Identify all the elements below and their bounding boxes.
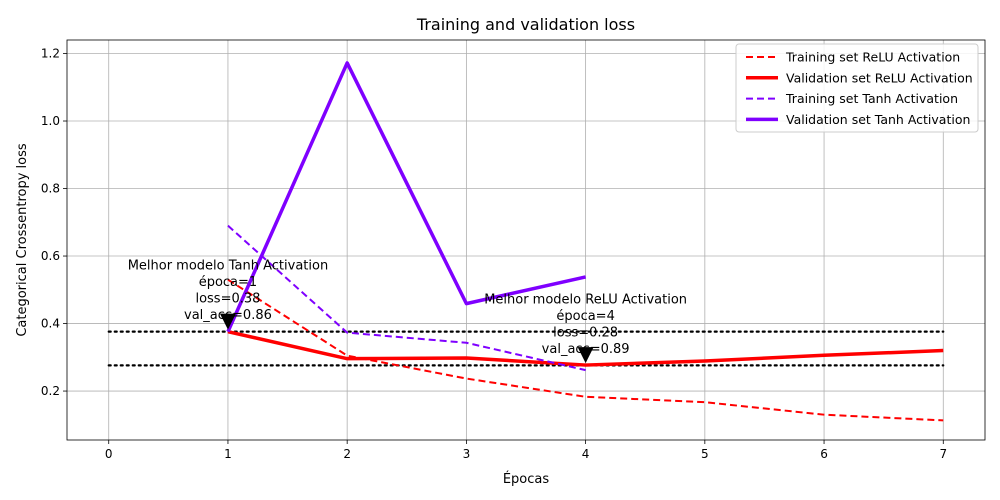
x-tick-label: 1 <box>224 447 232 461</box>
y-axis-label: Categorical Crossentropy loss <box>15 143 30 337</box>
annotation-text: val_acc=0.89 <box>542 342 630 357</box>
annotation-text: época=4 <box>556 309 614 324</box>
x-tick-label: 5 <box>701 447 709 461</box>
annotation-text: val_acc=0.86 <box>184 308 272 323</box>
y-tick-label: 1.0 <box>41 114 60 128</box>
series-line <box>226 61 586 333</box>
series-lines <box>107 61 945 422</box>
legend-label: Validation set ReLU Activation <box>786 70 973 85</box>
series-line <box>227 224 586 372</box>
annotation-text: loss=0.28 <box>553 325 618 340</box>
x-tick-label: 3 <box>463 447 471 461</box>
annotation-arrow-head <box>577 347 594 364</box>
y-tick-label: 0.6 <box>41 249 60 263</box>
axes: 0 1 2 3 4 5 6 7 0.2 0.4 0.6 0.8 1.0 1.2 <box>41 39 986 461</box>
x-tick-label: 7 <box>939 447 947 461</box>
annotation-text: loss=0.38 <box>195 292 260 307</box>
annotation-text: época=1 <box>199 275 257 290</box>
y-tick-label: 1.2 <box>41 47 60 61</box>
plot-frame <box>66 39 986 441</box>
annotation-text: Melhor modelo ReLU Activation <box>484 292 687 307</box>
legend-box <box>735 43 979 133</box>
y-tick-label: 0.2 <box>41 384 60 398</box>
x-tick-label: 2 <box>343 447 351 461</box>
legend-label: Training set Tanh Activation <box>785 91 958 106</box>
x-tick-label: 0 <box>105 447 113 461</box>
series-line <box>227 278 944 422</box>
annotation-text: Melhor modelo Tanh Activation <box>128 259 329 274</box>
x-tick-label: 4 <box>582 447 590 461</box>
legend-label: Training set ReLU Activation <box>785 50 960 65</box>
legend-label: Validation set Tanh Activation <box>786 112 970 127</box>
annotation-arrow-head <box>219 313 236 330</box>
y-tick-label: 0.4 <box>41 317 60 331</box>
legend: Training set ReLU Activation Validation s… <box>735 43 979 133</box>
x-tick-label: 6 <box>820 447 828 461</box>
chart-title: Training and validation loss <box>416 15 635 34</box>
x-axis-label: Épocas <box>503 471 550 487</box>
series-line <box>227 329 944 367</box>
y-tick-label: 0.8 <box>41 182 60 196</box>
